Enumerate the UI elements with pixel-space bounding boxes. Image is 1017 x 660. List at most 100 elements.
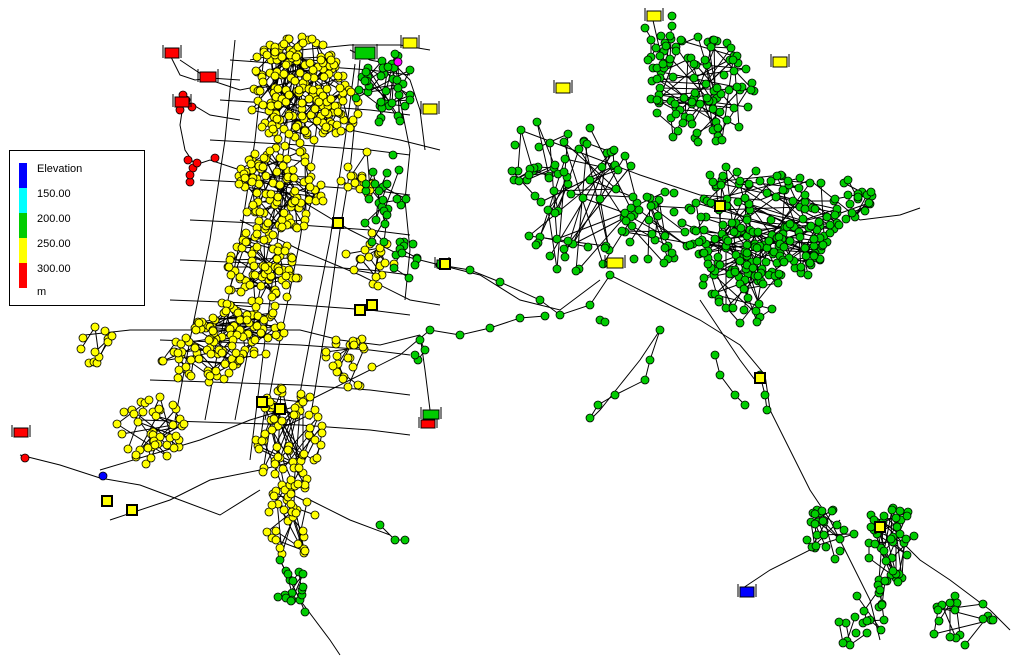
- junction-node: [284, 90, 294, 100]
- junction-node: [859, 606, 869, 616]
- junction-node: [298, 397, 308, 407]
- junction-node: [627, 221, 637, 231]
- junction-node: [267, 292, 277, 302]
- pipe: [589, 329, 661, 421]
- junction-node: [313, 412, 323, 422]
- junction-node: [626, 203, 636, 213]
- pipe: [383, 169, 400, 212]
- junction-node: [578, 193, 588, 203]
- junction-node: [371, 272, 381, 282]
- junction-node: [179, 419, 189, 429]
- junction-node: [241, 228, 251, 238]
- junction-node: [694, 237, 704, 247]
- junction-node: [740, 193, 750, 203]
- junction-node: [190, 343, 200, 353]
- junction-node: [278, 161, 288, 171]
- junction-node: [269, 491, 279, 501]
- junction-node: [819, 530, 829, 540]
- junction-node: [714, 297, 724, 307]
- junction-node: [295, 138, 305, 148]
- junction-node: [281, 271, 291, 281]
- junction-node: [224, 285, 234, 295]
- junction-node: [679, 93, 689, 103]
- junction-node: [98, 471, 108, 481]
- junction-node: [693, 32, 703, 42]
- junction-node: [250, 270, 260, 280]
- junction-node: [870, 539, 880, 549]
- junction-node: [410, 260, 420, 270]
- junction-node: [652, 108, 662, 118]
- junction-node: [360, 76, 370, 86]
- junction-node: [563, 129, 573, 139]
- junction-node: [810, 509, 820, 519]
- legend-row-0: Elevation: [10, 163, 146, 188]
- junction-node: [559, 137, 569, 147]
- junction-node: [726, 43, 736, 53]
- legend-break-1: 150.00: [37, 188, 71, 200]
- junction-node: [507, 166, 517, 176]
- junction-node: [703, 259, 713, 269]
- tank-icon: [197, 69, 219, 83]
- junction-node: [893, 577, 903, 587]
- junction-node: [293, 479, 303, 489]
- junction-node: [686, 205, 696, 215]
- junction-node: [945, 598, 955, 608]
- junction-node: [758, 279, 768, 289]
- pipe: [266, 511, 293, 533]
- pipe: [609, 274, 831, 521]
- junction-node: [598, 259, 608, 269]
- junction-node: [733, 197, 743, 207]
- junction-node: [249, 261, 259, 271]
- junction-node: [312, 453, 322, 463]
- junction-node: [343, 382, 353, 392]
- junction-node: [271, 526, 281, 536]
- junction-node: [226, 270, 236, 280]
- junction-node: [295, 147, 305, 157]
- junction-node: [155, 392, 165, 402]
- junction-node: [289, 173, 299, 183]
- junction-node: [743, 293, 753, 303]
- junction-node: [293, 539, 303, 549]
- junction-node: [559, 167, 569, 177]
- junction-node: [929, 629, 939, 639]
- junction-node: [272, 167, 282, 177]
- elevation-legend[interactable]: Elevation 150.00 200.00 250.00 300.00 m: [9, 150, 145, 306]
- junction-node: [849, 529, 859, 539]
- junction-node: [279, 505, 289, 515]
- junction-node: [346, 171, 356, 181]
- junction-node: [405, 65, 415, 75]
- junction-node: [362, 147, 372, 157]
- junction-node: [753, 271, 763, 281]
- junction-node: [640, 23, 650, 33]
- junction-node: [267, 425, 277, 435]
- junction-node: [262, 50, 272, 60]
- junction-node: [550, 208, 560, 218]
- legend-row-1: 150.00: [10, 188, 146, 213]
- junction-node: [252, 52, 262, 62]
- junction-node: [319, 72, 329, 82]
- junction-node: [695, 99, 705, 109]
- junction-node: [112, 419, 122, 429]
- junction-node: [530, 191, 540, 201]
- junction-node: [728, 55, 738, 65]
- junction-node: [282, 154, 292, 164]
- junction-node: [652, 95, 662, 105]
- junction-node: [375, 243, 385, 253]
- junction-node: [335, 83, 345, 93]
- junction-node: [677, 218, 687, 228]
- junction-node: [408, 239, 418, 249]
- pipe: [282, 434, 310, 470]
- junction-node: [597, 162, 607, 172]
- junction-node: [760, 390, 770, 400]
- junction-node: [582, 139, 592, 149]
- junction-node: [667, 11, 677, 21]
- junction-node: [642, 192, 652, 202]
- junction-node: [338, 374, 348, 384]
- junction-node: [400, 101, 410, 111]
- junction-node: [544, 173, 554, 183]
- junction-node: [224, 262, 234, 272]
- junction-node: [298, 582, 308, 592]
- junction-node: [934, 616, 944, 626]
- junction-node: [514, 176, 524, 186]
